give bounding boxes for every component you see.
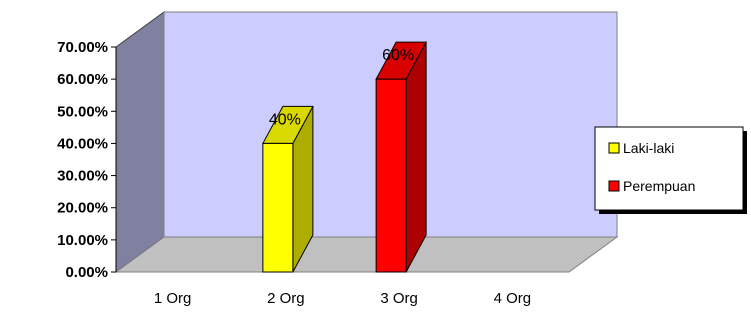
legend: Laki-laki Perempuan: [594, 126, 747, 214]
y-tick-label: 70.00%: [57, 39, 108, 56]
y-tick-label: 10.00%: [57, 232, 108, 249]
data-label: 60%: [382, 47, 414, 64]
bar-front-face: [262, 142, 294, 273]
bar-perempuan: 60%: [375, 41, 427, 273]
legend-swatch: [608, 142, 620, 154]
y-tick-label: 50.00%: [57, 103, 108, 120]
bar-side-face: [405, 41, 427, 273]
legend-swatch: [608, 180, 620, 192]
x-tick-label: 2 Org: [267, 290, 305, 307]
y-tick-label: 30.00%: [57, 168, 108, 185]
legend-label: Laki-laki: [623, 140, 674, 156]
x-tick-label: 1 Org: [154, 290, 192, 307]
y-axis: 0.00% 10.00% 20.00% 30.00% 40.00% 50.00% 60.00…: [57, 39, 117, 281]
legend-box: [594, 126, 744, 211]
legend-label: Perempuan: [623, 178, 695, 194]
floor: [114, 236, 619, 273]
bar-front-face: [375, 78, 407, 273]
chart-walls: [114, 11, 619, 273]
data-label: 40%: [269, 111, 301, 128]
bar-laki-laki: 40%: [262, 105, 314, 273]
y-tick-label: 40.00%: [57, 135, 108, 152]
x-tick-label: 4 Org: [494, 290, 532, 307]
x-tick-label: 3 Org: [380, 290, 418, 307]
y-tick-label: 60.00%: [57, 71, 108, 88]
y-tick-label: 0.00%: [65, 264, 108, 281]
y-tick-label: 20.00%: [57, 200, 108, 217]
bars: 40% 60%: [262, 41, 427, 273]
side-wall: [115, 11, 165, 273]
x-axis: 1 Org 2 Org 3 Org 4 Org: [154, 290, 531, 307]
